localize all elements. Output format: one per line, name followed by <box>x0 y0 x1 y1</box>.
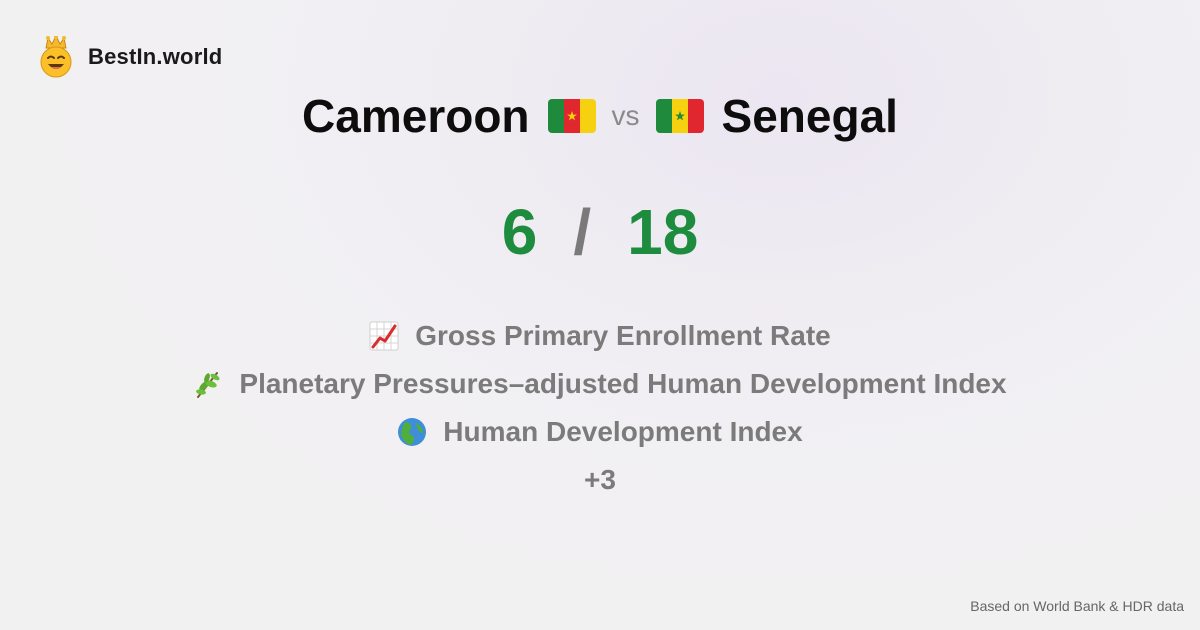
right-score: 18 <box>627 196 699 268</box>
herb-icon <box>193 369 223 399</box>
chart-increasing-icon <box>369 321 399 351</box>
comparison-title: Cameroon vs Senegal <box>0 84 1200 148</box>
metric-label: Planetary Pressures–adjusted Human Devel… <box>239 368 1007 399</box>
vs-label: vs <box>611 100 640 131</box>
brand-name: BestIn.world <box>88 44 223 69</box>
metrics-list: Gross Primary Enrollment Rate Planetary … <box>0 312 1200 504</box>
brand[interactable]: BestIn.world <box>38 36 222 78</box>
more-metrics-count: +3 <box>584 464 616 495</box>
cameroon-flag-icon <box>547 99 596 133</box>
left-country-name: Cameroon <box>302 90 530 142</box>
metric-label: Gross Primary Enrollment Rate <box>415 320 831 351</box>
data-source-note: Based on World Bank & HDR data <box>970 598 1184 614</box>
senegal-flag-icon <box>655 99 704 133</box>
list-item: Planetary Pressures–adjusted Human Devel… <box>0 360 1200 408</box>
left-score: 6 <box>501 196 538 268</box>
score: 6 / 18 <box>0 192 1200 272</box>
metric-label: Human Development Index <box>443 416 803 447</box>
list-item: Human Development Index <box>0 408 1200 456</box>
right-country-name: Senegal <box>721 90 898 142</box>
list-item: Gross Primary Enrollment Rate <box>0 312 1200 360</box>
crown-smiley-icon <box>38 36 74 78</box>
globe-icon <box>397 417 427 447</box>
score-separator: / <box>573 196 592 268</box>
